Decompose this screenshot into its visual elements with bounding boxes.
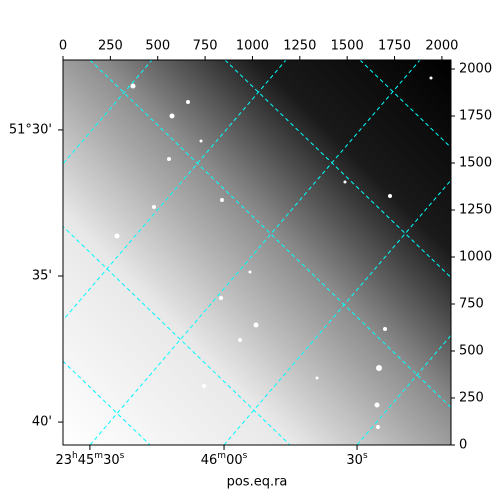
y-tick-label: 750: [459, 297, 484, 312]
x-tick-label: 1500: [331, 39, 364, 54]
dec-tick-label: 35': [32, 268, 52, 283]
ra-tick-label: 23h45m30s: [55, 451, 124, 468]
y-tick-label: 250: [459, 391, 484, 406]
stars: [114, 76, 433, 429]
x-tick-label: 1000: [236, 39, 269, 54]
x-tick-label: 500: [145, 39, 170, 54]
coordinate-grid: [63, 60, 451, 445]
y-tick-label: 0: [459, 438, 467, 453]
dec-tick-label: 40': [32, 415, 52, 430]
y-tick-label: 1750: [459, 109, 492, 124]
y-tick-label: 2000: [459, 62, 492, 77]
x-tick-label: 750: [193, 39, 218, 54]
dec-tick-label: 51°30': [9, 122, 52, 137]
y-tick-label: 500: [459, 344, 484, 359]
x-tick-label: 1750: [378, 39, 411, 54]
x-axis-label: pos.eq.ra: [227, 475, 288, 490]
ra-tick-label: 46m00s: [201, 451, 248, 468]
x-tick-label: 250: [98, 39, 123, 54]
ra-tick-label: 30s: [346, 451, 368, 468]
y-tick-label: 1500: [459, 156, 492, 171]
x-tick-label: 0: [59, 39, 67, 54]
plot-frame: [62, 59, 452, 446]
x-tick-label: 2000: [425, 39, 458, 54]
x-tick-label: 1250: [283, 39, 316, 54]
y-tick-label: 1250: [459, 203, 492, 218]
y-tick-label: 1000: [459, 250, 492, 265]
sky-image: [63, 60, 451, 445]
